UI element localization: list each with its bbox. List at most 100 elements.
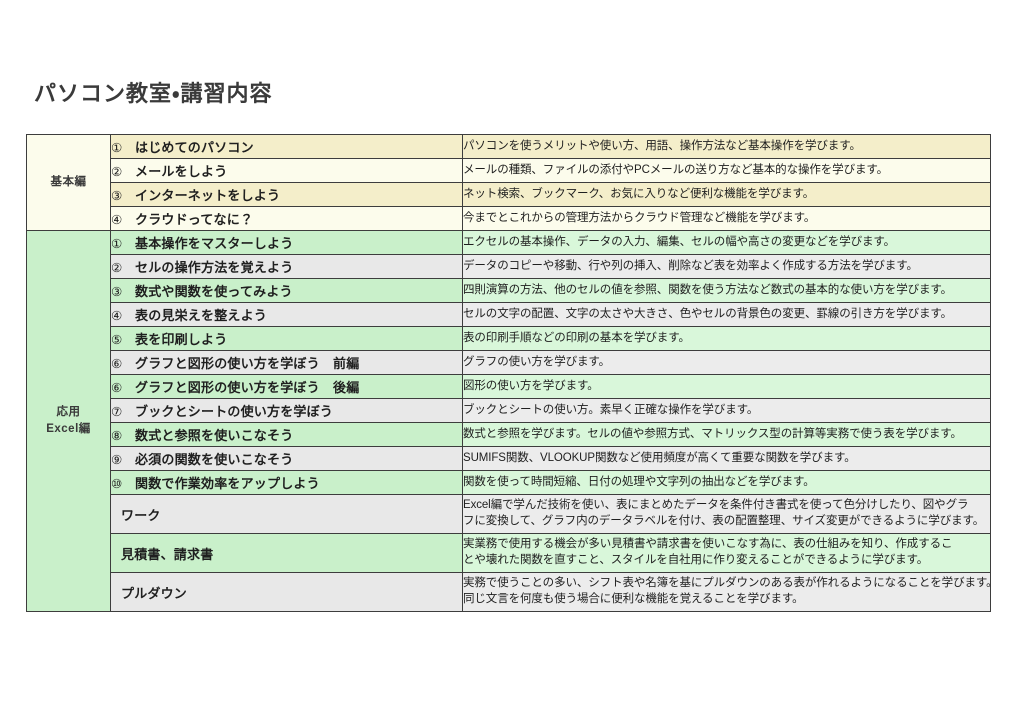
- lesson-title-cell: ① はじめてのパソコン: [110, 134, 463, 159]
- lesson-number: ④: [111, 213, 123, 227]
- lesson-description-cell: 数式と参照を学びます。セルの値や参照方式、マトリックス型の計算等実務で使う表を学…: [462, 422, 991, 447]
- lesson-number: ①: [111, 237, 123, 251]
- table-row: ⑨ 必須の関数を使いこなそう SUMIFS関数、VLOOKUP関数など使用頻度が高く…: [27, 446, 991, 471]
- lesson-description-line: セルの文字の配置、文字の太さや大きさ、色やセルの背景色の変更、罫線の引き方を学び…: [463, 307, 953, 320]
- lesson-description-line: 実務で使うことの多い、シフト表や名簿を基にプルダウンのある表が作れるようになるこ…: [463, 577, 998, 590]
- lesson-description-cell: グラフの使い方を学びます。: [462, 350, 991, 375]
- lesson-description-line: 今までとこれからの管理方法からクラウド管理など機能を学びます。: [463, 211, 816, 224]
- table-row: 基本編 ① はじめてのパソコン パソコンを使うメリットや使い方、用語、操作方法など基本…: [26, 134, 991, 231]
- lesson-title-cell: プルダウン: [110, 572, 463, 612]
- lesson-title-text: はじめてのパソコン: [135, 140, 254, 155]
- table-row: ③ 数式や関数を使ってみよう 四則演算の方法、他のセルの値を参照、関数を使う方法など…: [27, 278, 991, 303]
- table-row: ② メールをしよう メールの種類、ファイルの添付やPCメールの送り方など基本的な操作…: [27, 158, 991, 183]
- lesson-number: ⑧: [111, 429, 123, 443]
- lesson-title-text: グラフと図形の使い方を学ぼう 後編: [135, 380, 360, 395]
- table-row: ⑩ 関数で作業効率をアップしよう 関数を使って時間短縮、日付の処理や文字列の抽出など…: [27, 470, 991, 495]
- lesson-number: ⑩: [111, 477, 123, 491]
- lesson-description-line: 関数を使って時間短縮、日付の処理や文字列の抽出などを学びます。: [463, 475, 815, 488]
- table-row: ⑧ 数式と参照を使いこなそう 数式と参照を学びます。セルの値や参照方式、マトリックス…: [27, 422, 991, 447]
- lesson-title-cell: ワーク: [110, 494, 463, 534]
- lesson-description-cell: SUMIFS関数、VLOOKUP関数など使用頻度が高くて重要な関数を学びます。: [462, 446, 991, 471]
- section-label-line: 応用: [56, 405, 81, 418]
- lesson-title-text: クラウドってなに？: [135, 212, 254, 227]
- lesson-description-cell: 実務で使うことの多い、シフト表や名簿を基にプルダウンのある表が作れるようになるこ…: [462, 572, 998, 612]
- lesson-title-cell: ② セルの操作方法を覚えよう: [110, 254, 463, 279]
- lesson-title-cell: ⑤ 表を印刷しよう: [110, 326, 463, 351]
- section-label-cell: 基本編: [26, 134, 111, 231]
- table-row: ⑦ ブックとシートの使い方を学ぼう ブックとシートの使い方。素早く正確な操作を学びま…: [27, 398, 991, 423]
- page-title: パソコン教室・講習内容: [34, 81, 273, 106]
- lesson-description-cell: ネット検索、ブックマーク、お気に入りなど便利な機能を学びます。: [462, 182, 991, 207]
- lesson-title-cell: ④ 表の見栄えを整えよう: [110, 302, 463, 327]
- lesson-description-line: エクセルの基本操作、データの入力、編集、セルの幅や高さの変更などを学びます。: [463, 235, 896, 248]
- lesson-title-text: ワーク: [121, 507, 161, 523]
- lesson-description-line: とや壊れた関数を直すこと、スタイルを自社用に作り変えることができるように学びます…: [463, 554, 929, 566]
- lesson-number: ⑨: [111, 453, 123, 467]
- lesson-description-line: SUMIFS関数、VLOOKUP関数など使用頻度が高くて重要な関数を学びます。: [463, 451, 856, 464]
- table-row: ⑥ グラフと図形の使い方を学ぼう 前編 グラフの使い方を学びます。: [27, 350, 991, 375]
- lesson-title-cell: ① 基本操作をマスターしよう: [110, 230, 463, 255]
- lesson-title-text: 表を印刷しよう: [135, 332, 228, 347]
- lesson-description-cell: データのコピーや移動、行や列の挿入、削除など表を効率よく作成する方法を学びます。: [462, 254, 991, 279]
- lesson-title-text: 見積書、請求書: [121, 546, 214, 562]
- lesson-title-text: プルダウン: [121, 585, 188, 601]
- lesson-title-text: セルの操作方法を覚えよう: [135, 260, 294, 275]
- section-label-line: Excel編: [46, 423, 91, 435]
- lesson-title-text: グラフと図形の使い方を学ぼう 前編: [135, 356, 360, 371]
- lesson-title-text: インターネットをしよう: [135, 188, 281, 203]
- lesson-number: ③: [111, 285, 123, 299]
- lesson-description-cell: セルの文字の配置、文字の太さや大きさ、色やセルの背景色の変更、罫線の引き方を学び…: [462, 302, 991, 327]
- lesson-title-text: 必須の関数を使いこなそう: [135, 452, 294, 467]
- lesson-description-cell: 関数を使って時間短縮、日付の処理や文字列の抽出などを学びます。: [462, 470, 991, 495]
- lesson-title-cell: ④ クラウドってなに？: [110, 206, 463, 231]
- lesson-description-cell: 今までとこれからの管理方法からクラウド管理など機能を学びます。: [462, 206, 991, 231]
- curriculum-table: 基本編 ① はじめてのパソコン パソコンを使うメリットや使い方、用語、操作方法など基本…: [26, 134, 998, 612]
- lesson-title-text: ブックとシートの使い方を学ぼう: [135, 404, 334, 419]
- lesson-number: ①: [111, 141, 123, 155]
- lesson-description-line: 図形の使い方を学びます。: [463, 379, 599, 392]
- lesson-description-cell: Excel編で学んだ技術を使い、表にまとめたデータを条件付き書式を使って色分けし…: [462, 494, 991, 534]
- lesson-description-line: 同じ文言を何度も使う場合に便利な機能を覚えることを学びます。: [463, 593, 804, 605]
- lesson-description-line: フに変換して、グラフ内のデータラベルを付け、表の配置整理、サイズ変更ができるよう…: [463, 515, 985, 527]
- lesson-description-cell: エクセルの基本操作、データの入力、編集、セルの幅や高さの変更などを学びます。: [462, 230, 991, 255]
- lesson-number: ③: [111, 189, 123, 203]
- table-row: ⑥ グラフと図形の使い方を学ぼう 後編 図形の使い方を学びます。: [27, 374, 991, 399]
- lesson-number: ⑤: [111, 333, 123, 347]
- lesson-description-line: グラフの使い方を学びます。: [463, 355, 611, 368]
- lesson-description-line: ブックとシートの使い方。素早く正確な操作を学びます。: [463, 403, 759, 416]
- lesson-description-line: 実業務で使用する機会が多い見積書や請求書を使いこなす為に、表の仕組みを知り、作成…: [463, 538, 953, 551]
- lesson-description-cell: パソコンを使うメリットや使い方、用語、操作方法など基本操作を学びます。: [462, 134, 991, 159]
- lesson-description-line: ネット検索、ブックマーク、お気に入りなど便利な機能を学びます。: [463, 187, 815, 200]
- lesson-title-text: 基本操作をマスターしよう: [135, 236, 294, 251]
- table-row: ④ 表の見栄えを整えよう セルの文字の配置、文字の太さや大きさ、色やセルの背景色の変…: [27, 302, 991, 327]
- lesson-title-cell: ⑥ グラフと図形の使い方を学ぼう 後編: [110, 374, 463, 399]
- table-row: 応用 Excel編 ① 基本操作をマスターしよう エクセルの基本操作、データの入力、編集…: [26, 230, 991, 612]
- lesson-number: ②: [111, 261, 123, 275]
- table-row: プルダウン 実務で使うことの多い、シフト表や名簿を基にプルダウンのある表が作れるよ…: [27, 572, 998, 612]
- lesson-description-line: Excel編で学んだ技術を使い、表にまとめたデータを条件付き書式を使って色分けし…: [463, 499, 969, 512]
- lesson-number: ⑦: [111, 405, 123, 419]
- table-row: ③ インターネットをしよう ネット検索、ブックマーク、お気に入りなど便利な機能を学び…: [27, 182, 991, 207]
- section-label-line: 基本編: [50, 175, 87, 188]
- lesson-number: ②: [111, 165, 123, 179]
- section-label-cell: 応用 Excel編: [26, 230, 111, 612]
- lesson-description-cell: メールの種類、ファイルの添付やPCメールの送り方など基本的な操作を学びます。: [462, 158, 991, 183]
- lesson-title-text: 表の見栄えを整えよう: [135, 308, 268, 323]
- lesson-number: ④: [111, 309, 123, 323]
- lesson-description-cell: ブックとシートの使い方。素早く正確な操作を学びます。: [462, 398, 991, 423]
- lesson-description-line: パソコンを使うメリットや使い方、用語、操作方法など基本操作を学びます。: [463, 139, 861, 152]
- lesson-description-line: データのコピーや移動、行や列の挿入、削除など表を効率よく作成する方法を学びます。: [463, 259, 918, 272]
- lesson-description-line: 数式と参照を学びます。セルの値や参照方式、マトリックス型の計算等実務で使う表を学…: [463, 427, 962, 440]
- table-row: ⑤ 表を印刷しよう 表の印刷手順などの印刷の基本を学びます。: [27, 326, 991, 351]
- table-row: ② セルの操作方法を覚えよう データのコピーや移動、行や列の挿入、削除など表を効率よ…: [27, 254, 991, 279]
- lesson-title-cell: ⑥ グラフと図形の使い方を学ぼう 前編: [110, 350, 463, 375]
- lesson-number: ⑥: [111, 357, 123, 371]
- lesson-title-cell: 見積書、請求書: [110, 533, 463, 573]
- lesson-title-cell: ⑩ 関数で作業効率をアップしよう: [110, 470, 463, 495]
- lesson-title-cell: ② メールをしよう: [110, 158, 463, 183]
- lesson-description-line: 四則演算の方法、他のセルの値を参照、関数を使う方法など数式の基本的な使い方を学び…: [463, 283, 953, 296]
- lesson-title-cell: ③ 数式や関数を使ってみよう: [110, 278, 463, 303]
- lesson-title-cell: ③ インターネットをしよう: [110, 182, 463, 207]
- lesson-description-cell: 図形の使い方を学びます。: [462, 374, 991, 399]
